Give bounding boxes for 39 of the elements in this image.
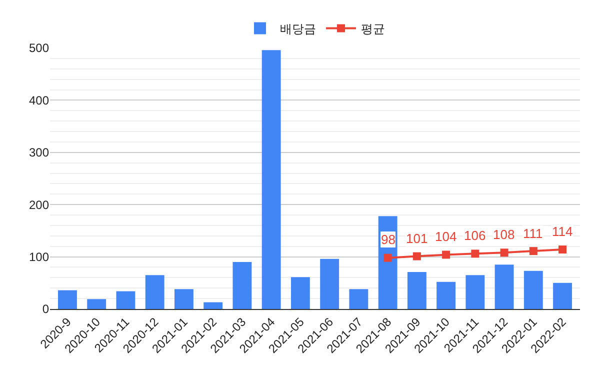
point [384, 254, 392, 262]
point [529, 247, 538, 256]
bar [553, 282, 572, 309]
data-label: 111 [523, 226, 543, 241]
y-tick-label: 500 [28, 41, 50, 56]
data-label: 101 [406, 231, 428, 246]
bar [320, 258, 340, 309]
point [442, 250, 450, 259]
y-tick-label: 300 [28, 146, 50, 160]
data-label: 114 [552, 224, 573, 239]
y-tick-label: 200 [28, 198, 50, 212]
data-label: 106 [464, 228, 486, 243]
bar [290, 277, 310, 309]
bar [204, 302, 223, 309]
bar [145, 275, 164, 309]
bar [349, 289, 368, 309]
legend-label: 배당금 [280, 22, 316, 36]
y-tick-label: 0 [42, 302, 50, 316]
legend-label: 평균 [361, 22, 385, 36]
bar [466, 275, 485, 309]
bar [262, 50, 281, 309]
bar [524, 270, 543, 309]
bar [494, 264, 514, 309]
data-label: 104 [435, 229, 457, 244]
bar [116, 291, 136, 309]
point [471, 250, 480, 258]
bar [436, 282, 456, 309]
bar [232, 262, 252, 309]
y-tick-label: 400 [28, 93, 50, 108]
bar [174, 289, 194, 309]
point [500, 248, 508, 257]
point [412, 252, 421, 260]
bar [87, 299, 106, 309]
bar [407, 272, 426, 309]
data-label: 98 [381, 232, 396, 247]
point [558, 245, 567, 254]
data-label: 108 [493, 227, 515, 242]
y-tick-label: 100 [28, 250, 50, 264]
bar [58, 290, 77, 309]
